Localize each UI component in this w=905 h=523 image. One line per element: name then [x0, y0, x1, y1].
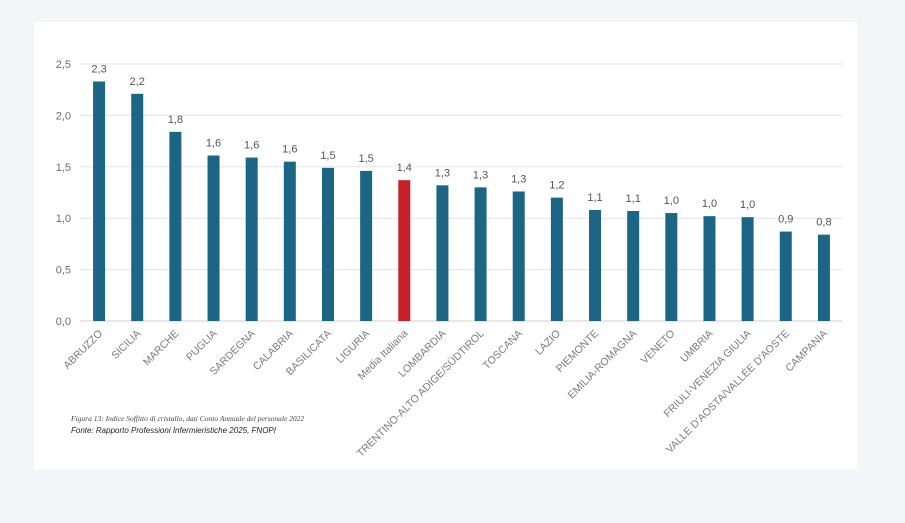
- data-label: 1,6: [244, 140, 259, 152]
- source-note: Fonte: Rapporto Professioni Infermierist…: [71, 426, 276, 435]
- bar: [817, 234, 830, 321]
- data-label: 2,3: [91, 63, 106, 75]
- bar: [741, 217, 754, 321]
- data-label: 0,8: [816, 217, 831, 229]
- data-label: 2,2: [130, 76, 145, 88]
- bar: [512, 191, 525, 321]
- bar: [474, 187, 487, 321]
- bar: [627, 211, 640, 321]
- chart-card: 0,0 0,5 1,0 1,5 2,0 2,5 2,3 ABRUZZO 2,2 SICILIA 1,…: [34, 22, 857, 469]
- bar: [703, 216, 716, 321]
- data-label: 1,3: [473, 169, 488, 181]
- bar: [283, 161, 296, 321]
- x-tick-label: SICILIA: [109, 328, 143, 362]
- bar: [360, 170, 373, 321]
- data-label: 1,0: [740, 199, 755, 211]
- data-label: 1,0: [702, 198, 717, 210]
- data-label: 1,6: [206, 137, 221, 149]
- x-tick-label: VENETO: [639, 328, 678, 367]
- data-label: 1,0: [664, 195, 679, 207]
- y-tick-label: 2,0: [56, 110, 71, 122]
- x-tick-label: MARCHE: [141, 328, 182, 369]
- bar: [207, 155, 220, 321]
- highlight-bar: [398, 180, 411, 321]
- bar: [436, 185, 449, 321]
- y-tick-label: 2,5: [56, 59, 71, 71]
- bar: [245, 157, 258, 321]
- y-tick-label: 0,5: [56, 265, 71, 277]
- bar: [550, 197, 563, 321]
- data-label: 1,5: [320, 150, 335, 162]
- data-label: 1,3: [511, 173, 526, 185]
- data-label: 1,8: [168, 114, 183, 126]
- bar: [779, 231, 792, 321]
- x-tick-label: ABRUZZO: [61, 328, 105, 372]
- y-tick-label: 0,0: [56, 316, 71, 328]
- data-label: 1,2: [549, 180, 564, 192]
- x-tick-label: UMBRIA: [678, 328, 715, 365]
- x-tick-label: PUGLIA: [184, 328, 220, 364]
- x-tick-label: TOSCANA: [481, 328, 525, 372]
- y-tick-label: 1,0: [56, 213, 71, 225]
- y-tick-label: 1,5: [56, 162, 71, 174]
- bar: [589, 209, 602, 321]
- data-label: 1,4: [397, 162, 412, 174]
- data-label: 1,3: [435, 167, 450, 179]
- data-label: 1,5: [358, 153, 373, 165]
- bar: [321, 167, 334, 321]
- bar: [93, 81, 106, 321]
- bar: [665, 213, 678, 321]
- data-label: 1,1: [626, 193, 641, 205]
- x-tick-label: LIGURIA: [334, 328, 372, 366]
- figure-caption: Figura 13: Indice Soffitto di cristallo,…: [71, 414, 305, 423]
- bar: [131, 93, 144, 321]
- data-label: 1,6: [282, 144, 297, 156]
- bar: [169, 131, 182, 321]
- data-label: 0,9: [778, 214, 793, 226]
- x-tick-label: EMILIA-ROMAGNA: [566, 328, 640, 402]
- bar-chart: 0,0 0,5 1,0 1,5 2,0 2,5 2,3 ABRUZZO 2,2 SICILIA 1,…: [56, 59, 843, 460]
- x-tick-label: LAZIO: [533, 328, 563, 358]
- data-label: 1,1: [587, 192, 602, 204]
